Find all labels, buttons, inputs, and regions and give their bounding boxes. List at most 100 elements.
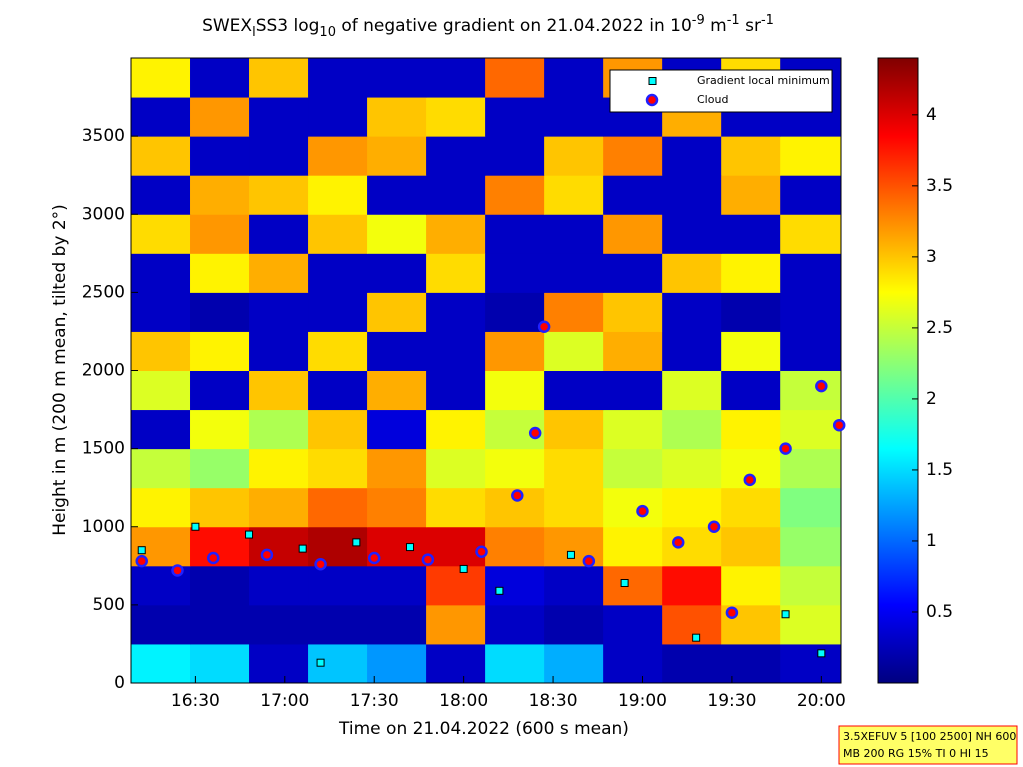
- heatmap-cell: [249, 643, 309, 684]
- heatmap-cell: [662, 214, 722, 254]
- heatmap-cell: [190, 409, 250, 450]
- cloud-marker: [314, 558, 327, 571]
- heatmap-cell: [485, 565, 545, 606]
- cloud-marker: [815, 379, 828, 393]
- heatmap-cell: [780, 526, 842, 567]
- heatmap-cell: [190, 97, 250, 137]
- title-part: SWEX: [202, 16, 252, 36]
- gradient-minimum-marker: [352, 538, 361, 547]
- heatmap-cell: [544, 253, 604, 293]
- heatmap-cell: [249, 292, 309, 332]
- heatmap-cell: [780, 448, 842, 489]
- heatmap-cell: [780, 331, 842, 371]
- title-part: sr: [740, 16, 761, 36]
- colorbar: [877, 57, 919, 684]
- heatmap-cell: [131, 58, 191, 98]
- cloud-marker: [171, 564, 184, 577]
- heatmap-cell: [662, 331, 722, 371]
- y-tick-label: 1500: [82, 439, 125, 459]
- heatmap-cell: [544, 97, 604, 137]
- heatmap-cell: [131, 97, 191, 137]
- heatmap-cell: [780, 643, 842, 684]
- cloud-marker: [475, 545, 488, 558]
- heatmap-cell: [367, 136, 427, 176]
- heatmap-cell: [662, 565, 722, 606]
- gradient-minimum-marker: [566, 550, 575, 559]
- heatmap-cell: [426, 292, 486, 332]
- gradient-minimum-marker: [459, 564, 468, 573]
- heatmap-cell: [426, 448, 486, 489]
- heatmap-cell: [544, 136, 604, 176]
- heatmap-cell: [485, 448, 545, 489]
- heatmap-cell: [780, 292, 842, 332]
- heatmap-cell: [308, 565, 368, 606]
- heatmap-cell: [131, 448, 191, 489]
- x-tick-label: 20:00: [797, 691, 846, 711]
- title-part: of negative gradient on 21.04.2022 in 10: [336, 16, 692, 36]
- cloud-marker: [743, 473, 757, 487]
- heatmap-cell: [544, 331, 604, 371]
- heatmap-cell: [249, 565, 309, 606]
- gradient-minimum-marker: [781, 610, 790, 619]
- heatmap-cell: [662, 292, 722, 332]
- heatmap-cell: [426, 409, 486, 450]
- heatmap-cell: [603, 409, 663, 450]
- heatmap-cell: [367, 253, 427, 293]
- x-tick-label: 17:30: [350, 691, 399, 711]
- heatmap-cell: [308, 448, 368, 489]
- heatmap-cell: [308, 175, 368, 215]
- x-tick-label: 18:00: [439, 691, 488, 711]
- heatmap-cell: [249, 331, 309, 371]
- x-tick-label: 19:00: [618, 691, 667, 711]
- heatmap-cell: [308, 370, 368, 411]
- heatmap-cell: [367, 643, 427, 684]
- heatmap-cell: [485, 97, 545, 137]
- annotation: 3.5XEFUV 5 [100 2500] NH 600: [843, 730, 1016, 743]
- heatmap-cell: [131, 214, 191, 254]
- title-part: -1: [727, 13, 740, 28]
- heatmap-cell: [308, 331, 368, 371]
- heatmap-cell: [249, 97, 309, 137]
- gradient-minimum-marker: [191, 522, 200, 531]
- heatmap-cell: [603, 292, 663, 332]
- heatmap-cell: [603, 370, 663, 411]
- heatmap-cell: [662, 526, 722, 567]
- heatmap-cell: [721, 487, 781, 528]
- colorbar-tick-label: 3: [926, 247, 937, 267]
- heatmap-cell: [603, 448, 663, 489]
- gradient-minimum-marker: [405, 543, 414, 552]
- heatmap-cell: [131, 370, 191, 411]
- colorbar-tick-label: 2.5: [926, 318, 953, 338]
- heatmap-cell: [249, 136, 309, 176]
- heatmap-cell: [131, 175, 191, 215]
- heatmap: [131, 58, 842, 684]
- heatmap-cell: [721, 214, 781, 254]
- heatmap-cell: [426, 487, 486, 528]
- gradient-minimum-marker: [137, 546, 146, 555]
- heatmap-cell: [367, 448, 427, 489]
- heatmap-cell: [308, 58, 368, 98]
- heatmap-cell: [249, 58, 309, 98]
- heatmap-cell: [426, 643, 486, 684]
- heatmap-cell: [780, 253, 842, 293]
- heatmap-cell: [308, 136, 368, 176]
- y-axis-label: Height in m (200 m mean, tilted by 2°): [50, 204, 70, 536]
- heatmap-cell: [721, 331, 781, 371]
- heatmap-cell: [367, 58, 427, 98]
- gradient-minimum-marker: [817, 649, 826, 658]
- heatmap-cell: [308, 409, 368, 450]
- heatmap-cell: [780, 175, 842, 215]
- heatmap-cell: [190, 643, 250, 684]
- cloud-marker: [367, 551, 381, 565]
- y-tick-label: 2000: [82, 361, 125, 381]
- heatmap-cell: [544, 58, 604, 98]
- y-tick-label: 3000: [82, 204, 125, 224]
- heatmap-cell: [485, 292, 545, 332]
- heatmap-cell: [249, 175, 309, 215]
- heatmap-cell: [426, 331, 486, 371]
- heatmap-cell: [721, 370, 781, 411]
- legend-label: Cloud: [697, 93, 728, 106]
- heatmap-cell: [485, 253, 545, 293]
- heatmap-cell: [485, 136, 545, 176]
